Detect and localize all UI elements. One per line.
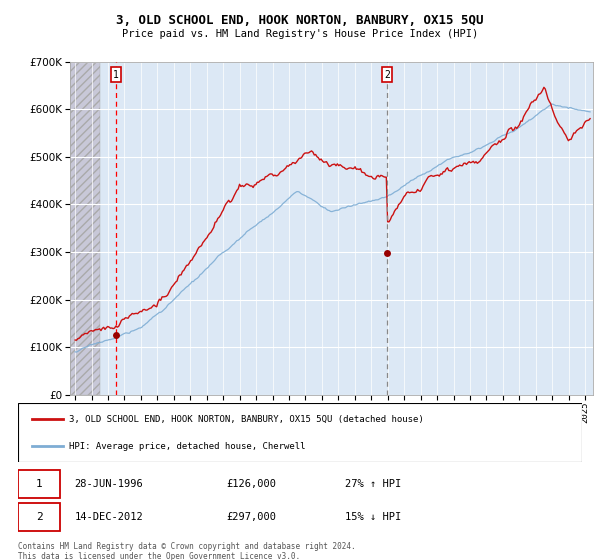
FancyBboxPatch shape bbox=[18, 403, 582, 462]
Text: 2: 2 bbox=[36, 512, 43, 522]
Text: £126,000: £126,000 bbox=[227, 479, 277, 489]
Text: £297,000: £297,000 bbox=[227, 512, 277, 522]
FancyBboxPatch shape bbox=[18, 470, 60, 498]
Text: Price paid vs. HM Land Registry's House Price Index (HPI): Price paid vs. HM Land Registry's House … bbox=[122, 29, 478, 39]
FancyBboxPatch shape bbox=[18, 503, 60, 531]
Text: 2: 2 bbox=[384, 70, 390, 80]
Text: 1: 1 bbox=[113, 70, 119, 80]
Text: HPI: Average price, detached house, Cherwell: HPI: Average price, detached house, Cher… bbox=[69, 442, 305, 451]
Text: 1: 1 bbox=[36, 479, 43, 489]
Text: 15% ↓ HPI: 15% ↓ HPI bbox=[345, 512, 401, 522]
Text: 14-DEC-2012: 14-DEC-2012 bbox=[74, 512, 143, 522]
Bar bbox=[70, 62, 100, 395]
Text: 3, OLD SCHOOL END, HOOK NORTON, BANBURY, OX15 5QU: 3, OLD SCHOOL END, HOOK NORTON, BANBURY,… bbox=[116, 14, 484, 27]
Text: Contains HM Land Registry data © Crown copyright and database right 2024.
This d: Contains HM Land Registry data © Crown c… bbox=[18, 542, 356, 560]
Text: 3, OLD SCHOOL END, HOOK NORTON, BANBURY, OX15 5QU (detached house): 3, OLD SCHOOL END, HOOK NORTON, BANBURY,… bbox=[69, 414, 424, 423]
Text: 28-JUN-1996: 28-JUN-1996 bbox=[74, 479, 143, 489]
Text: 27% ↑ HPI: 27% ↑ HPI bbox=[345, 479, 401, 489]
